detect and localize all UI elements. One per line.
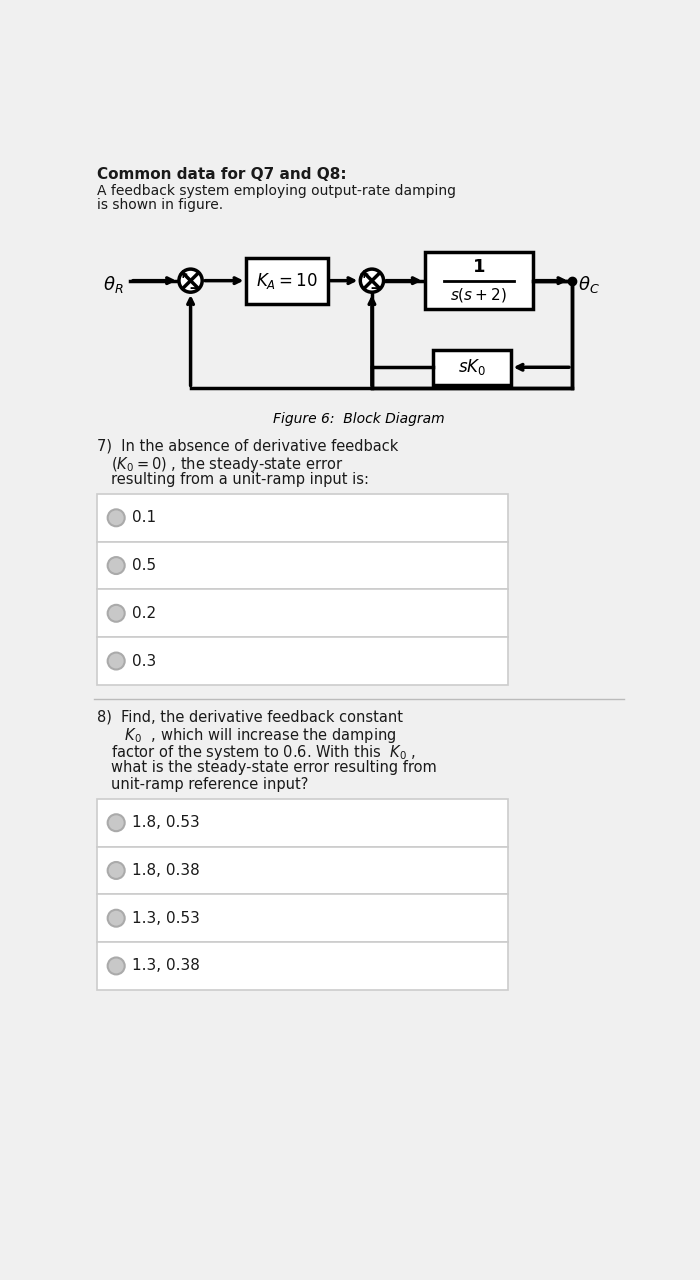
Text: $\theta_R$: $\theta_R$: [103, 274, 124, 294]
Bar: [372, 280, 572, 388]
Text: 0.1: 0.1: [132, 511, 156, 525]
Circle shape: [108, 557, 125, 573]
Text: −: −: [370, 280, 382, 296]
Bar: [97, 895, 508, 942]
Text: 0.5: 0.5: [132, 558, 156, 573]
Circle shape: [108, 653, 125, 669]
Text: Common data for Q7 and Q8:: Common data for Q7 and Q8:: [97, 168, 346, 183]
Text: $s(s+2)$: $s(s+2)$: [451, 285, 508, 303]
Text: $sK_0$: $sK_0$: [458, 357, 486, 378]
Text: is shown in figure.: is shown in figure.: [97, 198, 223, 212]
Bar: [97, 846, 508, 895]
Text: $\theta_C$: $\theta_C$: [578, 274, 600, 294]
Text: ($K_0 = 0$) , the steady-state error: ($K_0 = 0$) , the steady-state error: [111, 456, 343, 475]
Text: $K_A = 10$: $K_A = 10$: [256, 270, 318, 291]
Text: 1.8, 0.53: 1.8, 0.53: [132, 815, 199, 831]
Text: −: −: [188, 280, 201, 296]
Text: Figure 6:  Block Diagram: Figure 6: Block Diagram: [273, 412, 444, 425]
Circle shape: [108, 814, 125, 831]
Text: 7)  In the absence of derivative feedback: 7) In the absence of derivative feedback: [97, 439, 398, 453]
Circle shape: [108, 957, 125, 974]
Bar: [246, 257, 328, 303]
Circle shape: [179, 269, 202, 292]
Text: 1.3, 0.38: 1.3, 0.38: [132, 959, 199, 974]
Circle shape: [108, 910, 125, 927]
Bar: [97, 637, 508, 685]
Text: what is the steady-state error resulting from: what is the steady-state error resulting…: [111, 760, 437, 776]
Text: $K_0$  , which will increase the damping: $K_0$ , which will increase the damping: [111, 727, 396, 745]
Text: +: +: [359, 268, 370, 282]
Circle shape: [360, 269, 384, 292]
Bar: [425, 252, 533, 310]
Text: 1.8, 0.38: 1.8, 0.38: [132, 863, 199, 878]
Text: resulting from a unit-ramp input is:: resulting from a unit-ramp input is:: [111, 472, 369, 488]
Bar: [97, 541, 508, 589]
Text: 8)  Find, the derivative feedback constant: 8) Find, the derivative feedback constan…: [97, 709, 402, 724]
Text: 0.2: 0.2: [132, 605, 156, 621]
Circle shape: [108, 605, 125, 622]
Bar: [433, 349, 511, 384]
Text: A feedback system employing output-rate damping: A feedback system employing output-rate …: [97, 184, 456, 198]
Text: factor of the system to 0.6. With this  $K_0$ ,: factor of the system to 0.6. With this $…: [111, 744, 416, 763]
Bar: [97, 589, 508, 637]
Bar: [97, 494, 508, 541]
Text: 0.3: 0.3: [132, 654, 156, 668]
Text: unit-ramp reference input?: unit-ramp reference input?: [111, 777, 308, 792]
Text: 1.3, 0.53: 1.3, 0.53: [132, 910, 199, 925]
Text: 1: 1: [473, 257, 485, 275]
Circle shape: [108, 861, 125, 879]
Bar: [97, 942, 508, 989]
Text: +: +: [178, 268, 188, 282]
Bar: [97, 799, 508, 846]
Circle shape: [108, 509, 125, 526]
